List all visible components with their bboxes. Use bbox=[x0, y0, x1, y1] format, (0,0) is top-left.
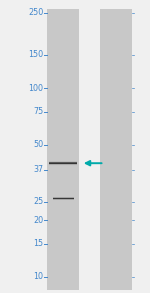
Text: 25: 25 bbox=[33, 197, 43, 206]
Text: 75: 75 bbox=[33, 107, 43, 116]
Text: 150: 150 bbox=[28, 50, 43, 59]
Text: 50: 50 bbox=[33, 140, 43, 149]
Bar bbox=[47, 9, 79, 290]
Text: 250: 250 bbox=[28, 8, 43, 18]
Text: 37: 37 bbox=[33, 165, 43, 174]
Text: 20: 20 bbox=[33, 216, 43, 224]
Text: 10: 10 bbox=[33, 272, 43, 281]
Text: 100: 100 bbox=[28, 84, 43, 93]
Bar bbox=[100, 9, 132, 290]
Text: 15: 15 bbox=[33, 239, 43, 248]
